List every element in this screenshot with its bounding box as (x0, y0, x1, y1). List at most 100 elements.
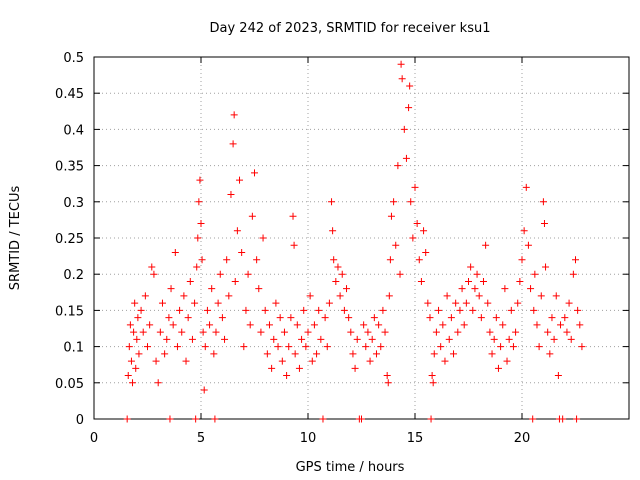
data-point (542, 263, 550, 271)
data-point (550, 335, 558, 343)
x-tick-label: 5 (197, 431, 205, 446)
x-tick-label: 15 (407, 431, 424, 446)
data-point (535, 343, 543, 351)
data-point (173, 343, 181, 351)
data-point (330, 256, 338, 264)
data-point (167, 285, 175, 293)
data-point (321, 314, 329, 322)
data-point (384, 379, 392, 387)
data-point (484, 299, 492, 307)
data-point (139, 328, 147, 336)
data-point (329, 227, 337, 235)
y-tick-label: 0.5 (63, 51, 84, 66)
data-point (516, 277, 524, 285)
y-tick-label: 0.4 (63, 123, 84, 138)
data-point (141, 292, 149, 300)
data-point (494, 364, 502, 372)
data-point (386, 256, 394, 264)
data-point (163, 335, 171, 343)
data-point (358, 415, 365, 423)
data-point (182, 357, 190, 365)
data-point (129, 379, 137, 387)
data-point (422, 248, 430, 256)
data-point (368, 335, 376, 343)
data-point (576, 321, 584, 329)
data-point (227, 191, 235, 199)
y-tick-label: 0.15 (55, 304, 84, 319)
y-tick-label: 0.25 (55, 232, 84, 247)
data-point (397, 60, 405, 68)
data-point (196, 176, 204, 184)
data-point (255, 285, 263, 293)
data-point (291, 350, 299, 358)
data-point (198, 256, 206, 264)
data-point (171, 248, 179, 256)
data-point (533, 321, 541, 329)
data-point (135, 350, 143, 358)
x-tick-label: 20 (514, 431, 531, 446)
data-point (178, 328, 186, 336)
data-point (443, 292, 451, 300)
data-point (462, 299, 470, 307)
data-point (347, 328, 355, 336)
data-point (514, 299, 522, 307)
data-point (325, 299, 333, 307)
data-point (125, 343, 133, 351)
data-point (150, 270, 158, 278)
data-point (200, 386, 208, 394)
data-point (563, 328, 571, 336)
data-point (375, 321, 383, 329)
data-point (265, 321, 273, 329)
data-point (552, 292, 560, 300)
data-point (169, 321, 177, 329)
axis-ticks: 0 0.05 0.1 0.15 0.2 0.25 0.3 0.35 0.4 0.45 0.5 0 5 10… (55, 51, 629, 446)
y-tick-label: 0.3 (63, 196, 84, 211)
data-point (152, 357, 160, 365)
data-point (524, 241, 532, 249)
data-point (364, 328, 372, 336)
data-point (280, 328, 288, 336)
data-point (409, 234, 417, 242)
data-point (137, 306, 145, 314)
data-point (561, 314, 569, 322)
data-point (133, 335, 141, 343)
data-point (336, 292, 344, 300)
data-point (402, 154, 410, 162)
data-point (394, 162, 402, 170)
data-point (499, 321, 507, 329)
data-point (290, 241, 298, 249)
data-point (530, 306, 538, 314)
data-point (130, 328, 138, 336)
y-tick-label: 0.45 (55, 87, 84, 102)
data-point (539, 198, 547, 206)
data-point (574, 306, 582, 314)
data-point (278, 357, 286, 365)
data-point (383, 372, 391, 380)
data-point (340, 306, 348, 314)
data-point (268, 364, 276, 372)
data-point (430, 350, 438, 358)
data-point (315, 306, 323, 314)
data-point (429, 379, 437, 387)
data-point (520, 227, 528, 235)
y-tick-label: 0 (76, 413, 84, 428)
data-point (548, 314, 556, 322)
data-point (238, 248, 246, 256)
data-point (293, 321, 301, 329)
data-point (300, 306, 308, 314)
data-points (123, 60, 586, 423)
data-point (447, 314, 455, 322)
data-point (231, 277, 239, 285)
data-point (465, 277, 472, 285)
data-point (370, 314, 378, 322)
data-point (123, 415, 131, 423)
data-point (387, 212, 395, 220)
data-point (212, 328, 220, 336)
data-point (195, 198, 203, 206)
data-point (206, 321, 214, 329)
data-point (158, 299, 166, 307)
data-point (531, 270, 539, 278)
data-point (338, 270, 346, 278)
data-point (257, 328, 265, 336)
